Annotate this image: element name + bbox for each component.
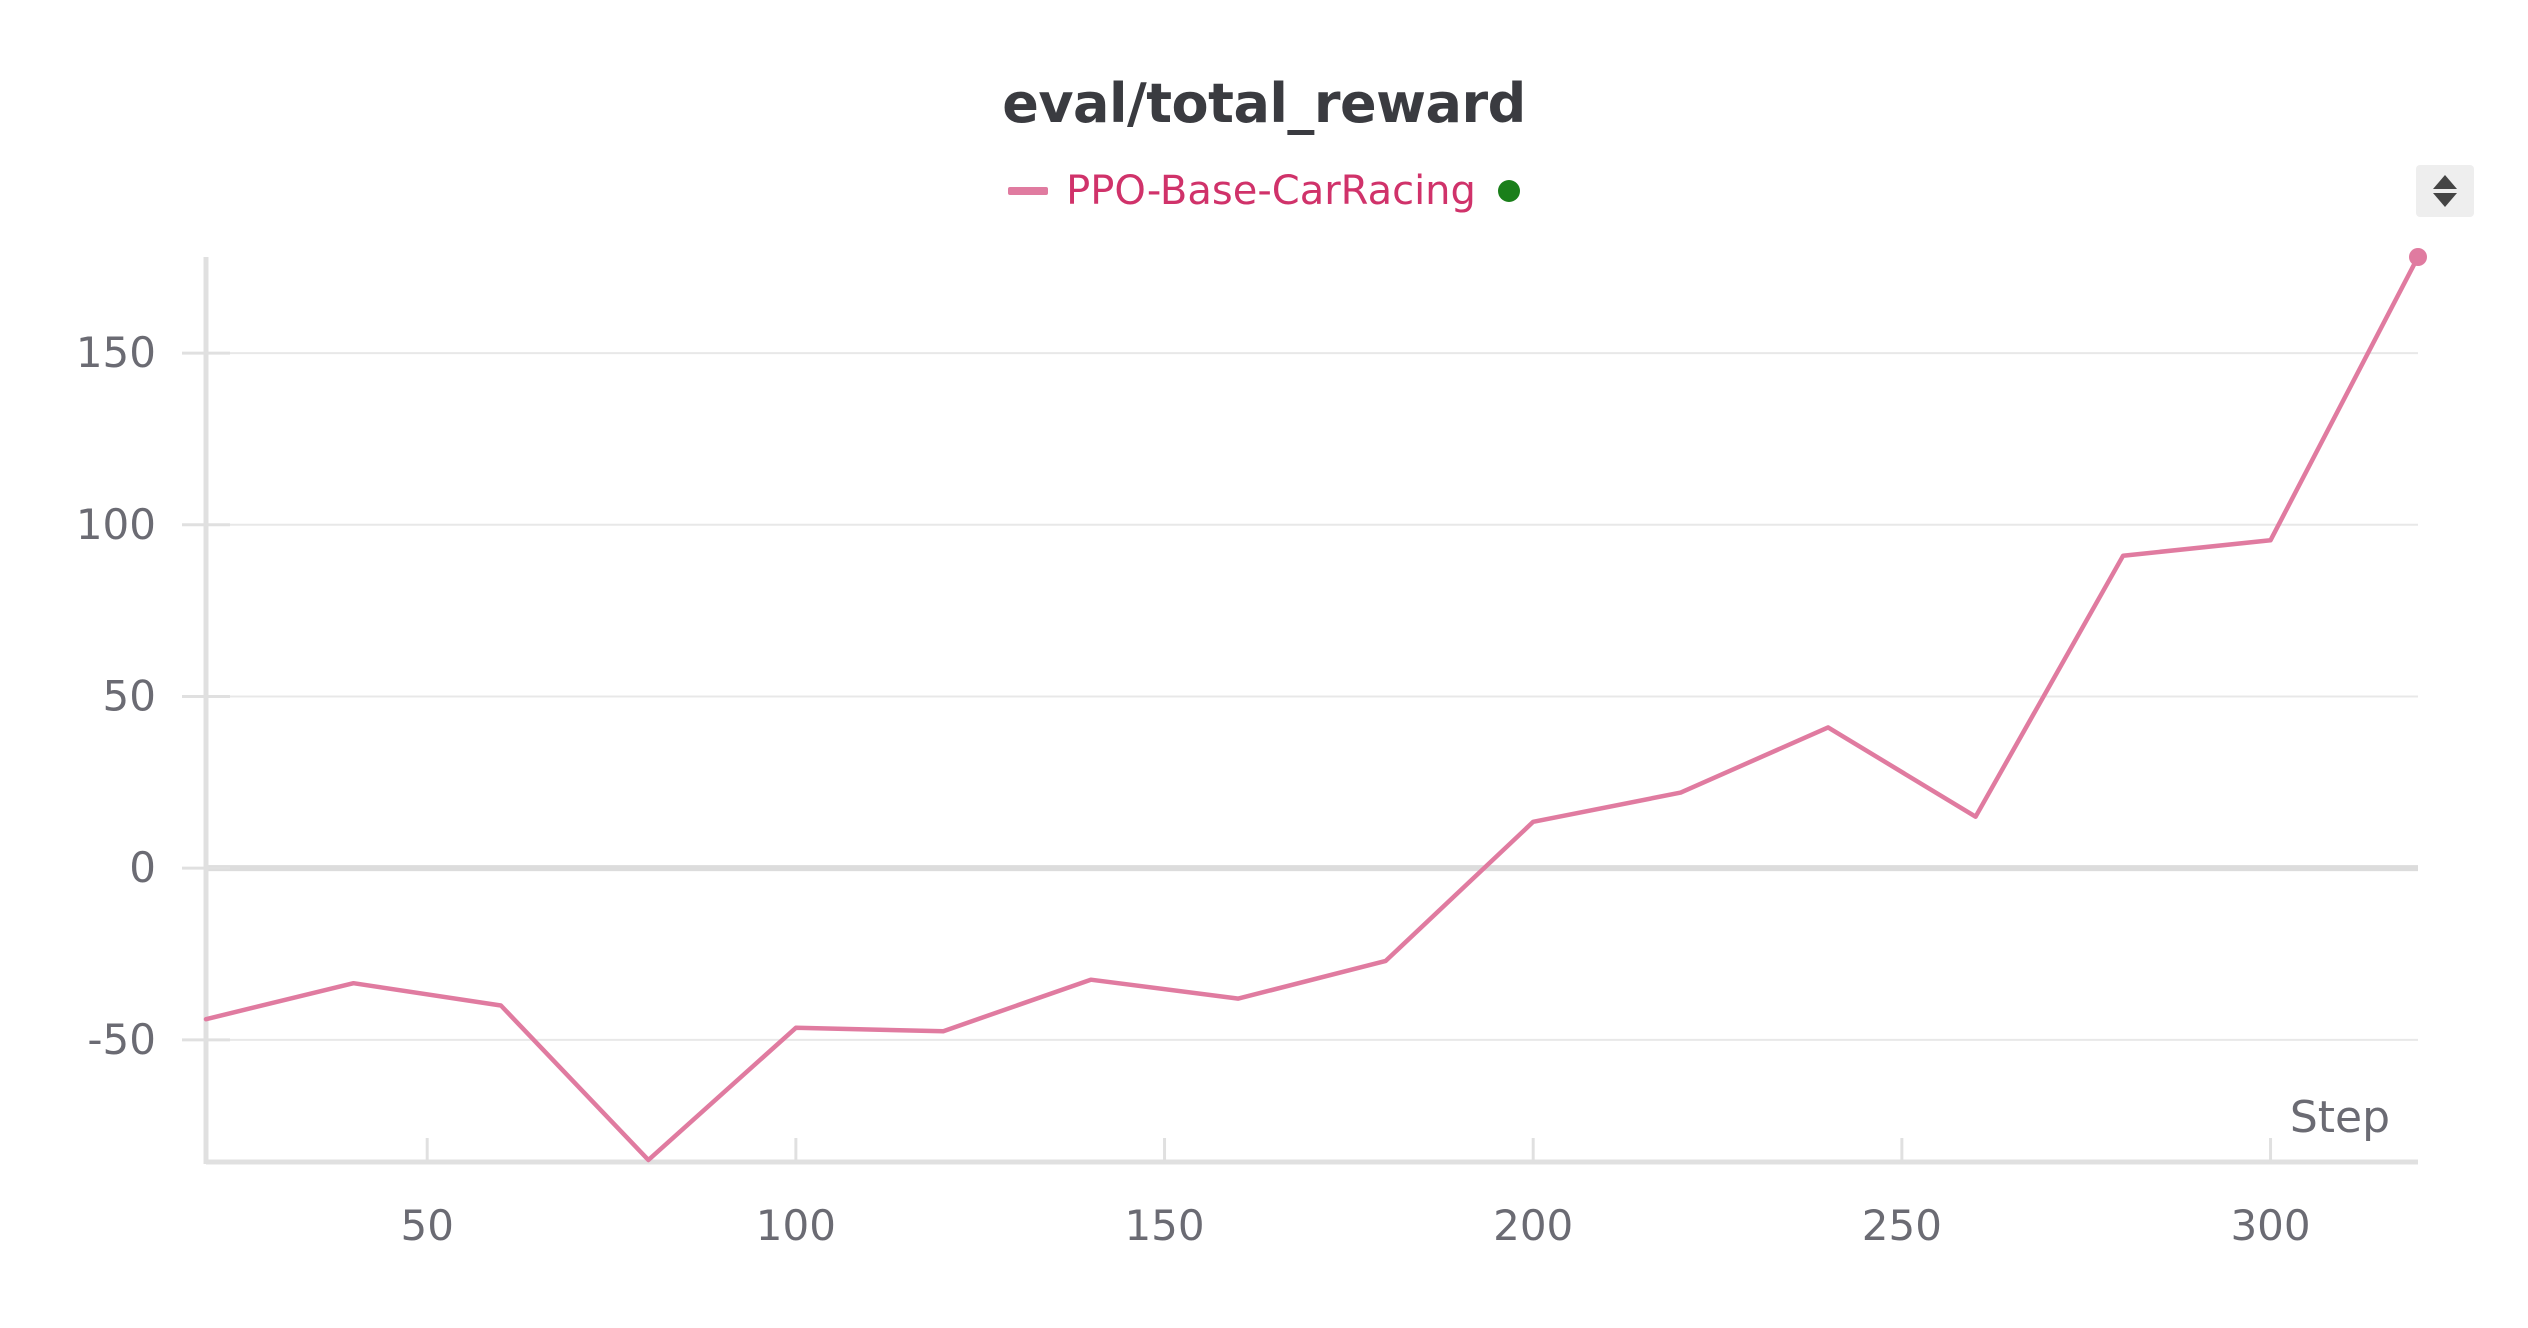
run-status-dot	[1497, 180, 1520, 202]
grid-layer	[206, 352, 2418, 1041]
x-tick-label: 100	[756, 1201, 836, 1250]
legend[interactable]: PPO-Base-CarRacing	[0, 168, 2528, 214]
y-tick-label: 150	[76, 328, 156, 377]
y-tick-label: 50	[103, 671, 156, 720]
x-tick-label: 50	[400, 1201, 453, 1250]
x-tick-label: 300	[2230, 1201, 2310, 1250]
series-line	[203, 254, 2421, 1163]
y-tick-label: -50	[87, 1015, 156, 1064]
x-axis-label: Step	[2290, 1092, 2390, 1143]
x-tick-label: 250	[1862, 1201, 1942, 1250]
x-tick-label: 150	[1124, 1201, 1204, 1250]
last-data-point	[2409, 248, 2427, 266]
legend-series-label[interactable]: PPO-Base-CarRacing	[1066, 168, 1476, 214]
y-tick-label: 100	[76, 500, 156, 549]
series-layer	[203, 248, 2427, 1163]
x-tick-label: 200	[1493, 1201, 1573, 1250]
up-arrow-icon	[2433, 175, 2457, 189]
y-tick-label: 0	[129, 843, 156, 892]
legend-swatch	[1008, 187, 1049, 195]
legend-scroll-button[interactable]	[2416, 165, 2474, 217]
chart-title: eval/total_reward	[1002, 72, 1526, 135]
axis-layer: -50 0 50 100 150 50 100 150 200 250 300 Step	[76, 257, 2418, 1250]
down-arrow-icon	[2433, 193, 2457, 207]
